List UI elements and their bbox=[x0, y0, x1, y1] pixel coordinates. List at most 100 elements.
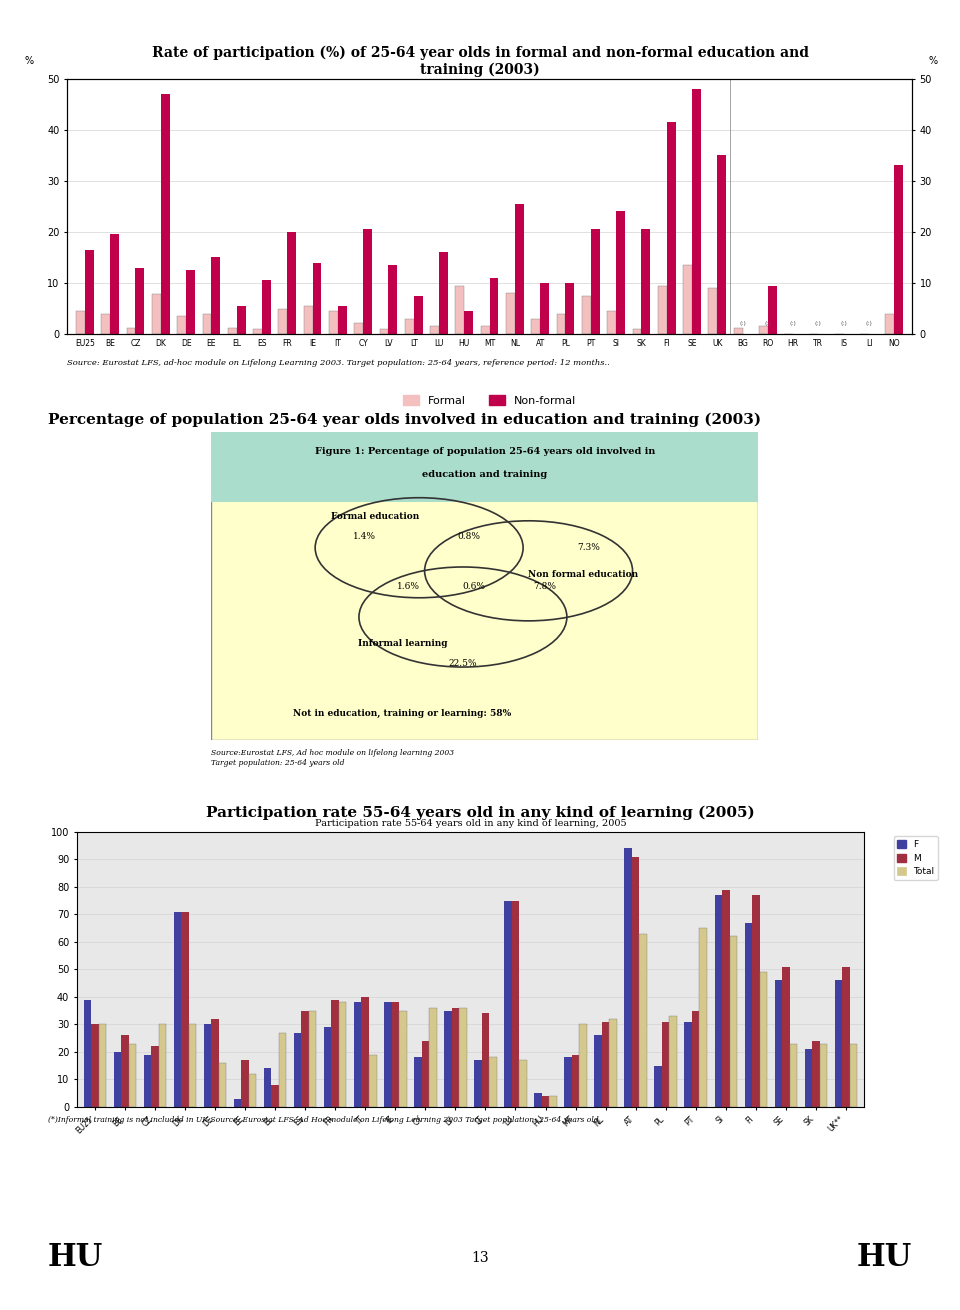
Bar bbox=[389, 265, 397, 334]
Bar bbox=[253, 329, 262, 334]
Bar bbox=[608, 310, 616, 334]
Bar bbox=[775, 980, 782, 1107]
Bar bbox=[512, 901, 519, 1107]
Bar bbox=[549, 1096, 557, 1107]
Bar bbox=[692, 89, 701, 334]
Text: 1.4%: 1.4% bbox=[353, 532, 376, 541]
Bar bbox=[303, 307, 313, 334]
Bar bbox=[820, 1044, 828, 1107]
Bar bbox=[249, 1074, 256, 1107]
Bar bbox=[204, 1024, 211, 1107]
Bar bbox=[158, 1024, 166, 1107]
Bar bbox=[717, 156, 726, 334]
Bar bbox=[459, 1007, 467, 1107]
Bar bbox=[309, 1011, 317, 1107]
Legend: Formal, Non-formal: Formal, Non-formal bbox=[398, 390, 581, 410]
Text: (:): (:) bbox=[790, 321, 797, 326]
Text: 7.8%: 7.8% bbox=[534, 582, 557, 591]
Bar bbox=[669, 1017, 677, 1107]
Bar bbox=[301, 1011, 309, 1107]
Bar bbox=[639, 934, 647, 1107]
Text: 22.5%: 22.5% bbox=[448, 659, 477, 668]
Bar bbox=[84, 1000, 91, 1107]
Bar bbox=[354, 322, 363, 334]
Bar bbox=[186, 270, 195, 334]
Bar bbox=[632, 857, 639, 1107]
Bar bbox=[294, 1032, 301, 1107]
Bar bbox=[895, 165, 903, 334]
Bar bbox=[421, 1041, 429, 1107]
Bar bbox=[228, 328, 237, 334]
Text: (:): (:) bbox=[739, 321, 746, 326]
Bar bbox=[655, 1066, 662, 1107]
Bar bbox=[714, 895, 722, 1107]
Bar bbox=[759, 972, 767, 1107]
Bar bbox=[102, 313, 110, 334]
Bar bbox=[684, 1022, 692, 1107]
Bar bbox=[515, 204, 524, 334]
FancyBboxPatch shape bbox=[211, 432, 758, 740]
Text: Formal education: Formal education bbox=[331, 512, 420, 521]
Text: (:): (:) bbox=[866, 321, 873, 326]
Bar bbox=[144, 1055, 151, 1107]
Bar bbox=[278, 309, 287, 334]
Text: 1.6%: 1.6% bbox=[396, 582, 420, 591]
Text: Not in education, training or learning: 58%: Not in education, training or learning: … bbox=[294, 709, 512, 718]
Bar bbox=[129, 1044, 136, 1107]
Bar bbox=[531, 318, 540, 334]
Bar bbox=[624, 849, 632, 1107]
Bar bbox=[362, 997, 369, 1107]
Bar bbox=[602, 1022, 610, 1107]
Text: Non formal education: Non formal education bbox=[528, 570, 638, 579]
Bar bbox=[272, 1085, 278, 1107]
Bar bbox=[455, 286, 465, 334]
Bar bbox=[834, 980, 842, 1107]
Bar bbox=[174, 912, 181, 1107]
Bar bbox=[666, 122, 676, 334]
Bar bbox=[287, 232, 296, 334]
Text: %: % bbox=[25, 56, 35, 66]
Bar bbox=[565, 283, 574, 334]
Bar bbox=[329, 310, 338, 334]
Bar bbox=[278, 1032, 286, 1107]
Bar bbox=[842, 967, 850, 1107]
Text: 0.8%: 0.8% bbox=[457, 532, 480, 541]
Text: Informal learning: Informal learning bbox=[358, 639, 447, 648]
Bar bbox=[189, 1024, 196, 1107]
Bar bbox=[331, 1000, 339, 1107]
Bar bbox=[181, 912, 189, 1107]
Text: Source:Eurostat LFS, Ad hoc module on lifelong learning 2003
Target population: : Source:Eurostat LFS, Ad hoc module on li… bbox=[211, 749, 454, 766]
Bar bbox=[768, 286, 777, 334]
Bar bbox=[264, 1069, 272, 1107]
Bar bbox=[363, 229, 372, 334]
Text: Rate of participation (%) of 25-64 year olds in formal and non-formal education : Rate of participation (%) of 25-64 year … bbox=[152, 46, 808, 77]
Bar bbox=[557, 313, 565, 334]
Bar bbox=[700, 927, 707, 1107]
Bar bbox=[658, 286, 666, 334]
Bar bbox=[564, 1057, 572, 1107]
Bar bbox=[594, 1035, 602, 1107]
Bar bbox=[237, 307, 246, 334]
Text: 13: 13 bbox=[471, 1251, 489, 1264]
Bar bbox=[579, 1024, 587, 1107]
Bar bbox=[76, 310, 84, 334]
Text: (:): (:) bbox=[815, 321, 822, 326]
FancyBboxPatch shape bbox=[211, 432, 758, 502]
Bar bbox=[414, 296, 422, 334]
Bar bbox=[812, 1041, 820, 1107]
Bar bbox=[203, 313, 211, 334]
Bar bbox=[439, 253, 448, 334]
Bar bbox=[490, 278, 498, 334]
Bar bbox=[135, 267, 144, 334]
Bar bbox=[384, 1002, 392, 1107]
Bar bbox=[152, 295, 160, 334]
Text: 7.3%: 7.3% bbox=[577, 544, 600, 553]
Bar bbox=[160, 94, 170, 334]
Bar bbox=[127, 328, 135, 334]
Bar bbox=[481, 326, 490, 334]
Bar bbox=[211, 257, 220, 334]
Bar bbox=[610, 1019, 617, 1107]
Bar bbox=[519, 1060, 527, 1107]
Text: (*)​Informal training is not included in UK Source: Eurostat LFS, Ad Hoc module : (*)​Informal training is not included in… bbox=[48, 1116, 599, 1124]
Bar bbox=[850, 1044, 857, 1107]
